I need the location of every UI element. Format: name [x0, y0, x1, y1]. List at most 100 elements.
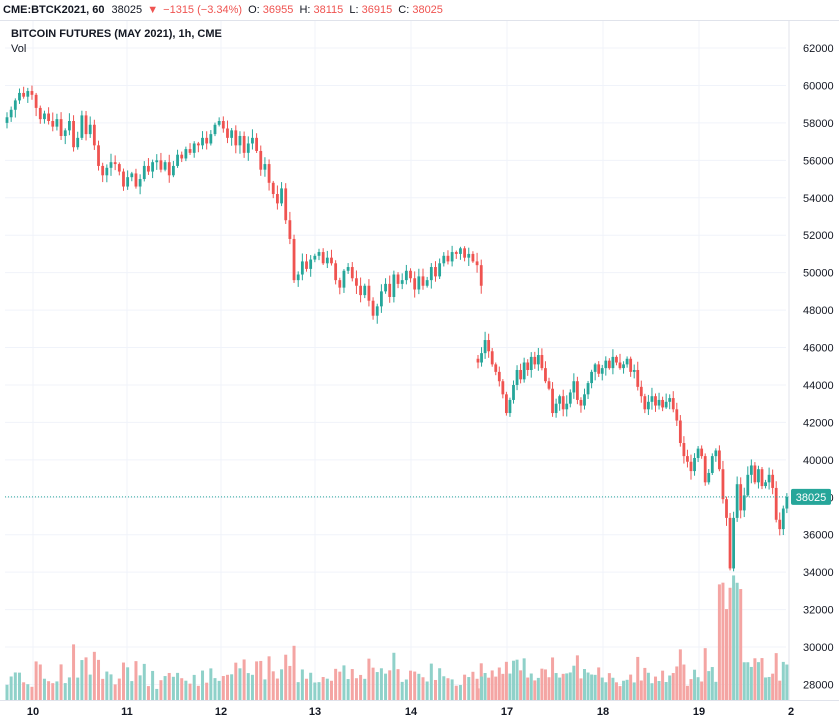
- candle-body[interactable]: [703, 456, 707, 483]
- candle-body[interactable]: [593, 364, 597, 372]
- candle-body[interactable]: [454, 252, 458, 254]
- candle[interactable]: [305, 254, 308, 272]
- candle[interactable]: [367, 279, 371, 307]
- candle-body[interactable]: [526, 362, 530, 370]
- time-tick-label[interactable]: 12: [215, 706, 227, 718]
- candle[interactable]: [109, 153, 113, 176]
- candle[interactable]: [604, 356, 608, 376]
- candle[interactable]: [255, 133, 258, 153]
- price-tick-label[interactable]: 54000: [803, 193, 834, 205]
- candle-body[interactable]: [400, 280, 404, 284]
- candle[interactable]: [732, 511, 735, 572]
- candle[interactable]: [710, 453, 714, 475]
- candle-body[interactable]: [76, 137, 80, 148]
- price-tick-label[interactable]: 32000: [803, 605, 834, 617]
- candle-body[interactable]: [134, 173, 138, 187]
- candle-body[interactable]: [615, 356, 618, 363]
- candle[interactable]: [334, 260, 338, 285]
- candle[interactable]: [76, 131, 80, 150]
- candle[interactable]: [668, 394, 672, 410]
- candle[interactable]: [781, 505, 785, 536]
- candle[interactable]: [586, 380, 590, 400]
- candle[interactable]: [101, 162, 105, 183]
- candle[interactable]: [551, 382, 554, 417]
- candle[interactable]: [434, 261, 437, 282]
- price-tick-label[interactable]: 44000: [803, 380, 834, 392]
- time-axis[interactable]: 10 11 12 13 14 17 18 19 2: [0, 700, 839, 719]
- candle[interactable]: [346, 263, 350, 274]
- price-tick-label[interactable]: 28000: [803, 680, 834, 692]
- candle[interactable]: [122, 168, 125, 191]
- candle[interactable]: [459, 246, 462, 260]
- candle[interactable]: [342, 269, 346, 293]
- candle[interactable]: [505, 391, 508, 416]
- candle[interactable]: [707, 469, 711, 485]
- candle-body[interactable]: [350, 267, 354, 279]
- candle[interactable]: [34, 92, 38, 117]
- candle[interactable]: [88, 116, 92, 138]
- candle[interactable]: [38, 105, 42, 124]
- candle-body[interactable]: [217, 121, 221, 125]
- candle-body[interactable]: [238, 135, 242, 146]
- candle[interactable]: [280, 182, 283, 207]
- candle[interactable]: [774, 481, 778, 523]
- candle-body[interactable]: [126, 177, 130, 187]
- candle-body[interactable]: [590, 371, 593, 384]
- candle-body[interactable]: [529, 356, 533, 370]
- candle[interactable]: [201, 131, 204, 150]
- candle[interactable]: [26, 87, 30, 103]
- candle-body[interactable]: [442, 255, 446, 264]
- candle-body[interactable]: [13, 100, 17, 110]
- candle[interactable]: [661, 396, 664, 412]
- candle[interactable]: [159, 152, 163, 173]
- candle-body[interactable]: [92, 124, 96, 146]
- candle[interactable]: [554, 398, 558, 418]
- candle-body[interactable]: [38, 107, 42, 120]
- price-tick-label[interactable]: 40000: [803, 455, 834, 467]
- candle[interactable]: [583, 388, 586, 410]
- candle-body[interactable]: [280, 188, 283, 204]
- candle[interactable]: [438, 258, 442, 280]
- candle-body[interactable]: [446, 255, 450, 262]
- candle-body[interactable]: [583, 394, 586, 406]
- candle-body[interactable]: [34, 94, 38, 108]
- candle-body[interactable]: [632, 369, 636, 372]
- candle-body[interactable]: [607, 360, 611, 369]
- candle[interactable]: [355, 270, 358, 294]
- candle-body[interactable]: [490, 351, 494, 365]
- candle-body[interactable]: [84, 115, 88, 135]
- candle[interactable]: [529, 352, 533, 378]
- candle-body[interactable]: [501, 381, 505, 395]
- candle[interactable]: [126, 170, 130, 190]
- candle-body[interactable]: [479, 265, 483, 286]
- candle-body[interactable]: [271, 182, 275, 195]
- candle[interactable]: [134, 168, 138, 189]
- candle-body[interactable]: [117, 164, 121, 172]
- candle[interactable]: [413, 271, 417, 298]
- chart-title[interactable]: BITCOIN FUTURES (MAY 2021), 1h, CME: [11, 28, 222, 40]
- candle[interactable]: [512, 380, 515, 404]
- time-tick-label[interactable]: 19: [693, 706, 705, 718]
- candle[interactable]: [238, 131, 242, 154]
- candle-body[interactable]: [675, 409, 679, 421]
- candle[interactable]: [68, 113, 71, 136]
- candle-body[interactable]: [97, 145, 100, 166]
- candle[interactable]: [380, 284, 383, 313]
- candle[interactable]: [678, 415, 682, 447]
- candle[interactable]: [728, 512, 732, 571]
- candle[interactable]: [51, 112, 55, 132]
- candle[interactable]: [217, 117, 221, 127]
- candle-body[interactable]: [300, 261, 304, 275]
- candle[interactable]: [576, 376, 579, 405]
- candle[interactable]: [92, 119, 96, 150]
- candle[interactable]: [487, 333, 491, 358]
- candle-body[interactable]: [629, 358, 633, 372]
- candle-body[interactable]: [463, 248, 466, 258]
- candle[interactable]: [536, 347, 540, 371]
- candle-body[interactable]: [213, 124, 217, 135]
- candle-body[interactable]: [338, 280, 342, 288]
- candle[interactable]: [205, 131, 209, 150]
- candle-body[interactable]: [130, 173, 134, 178]
- candle-body[interactable]: [764, 482, 767, 487]
- candle[interactable]: [400, 273, 404, 290]
